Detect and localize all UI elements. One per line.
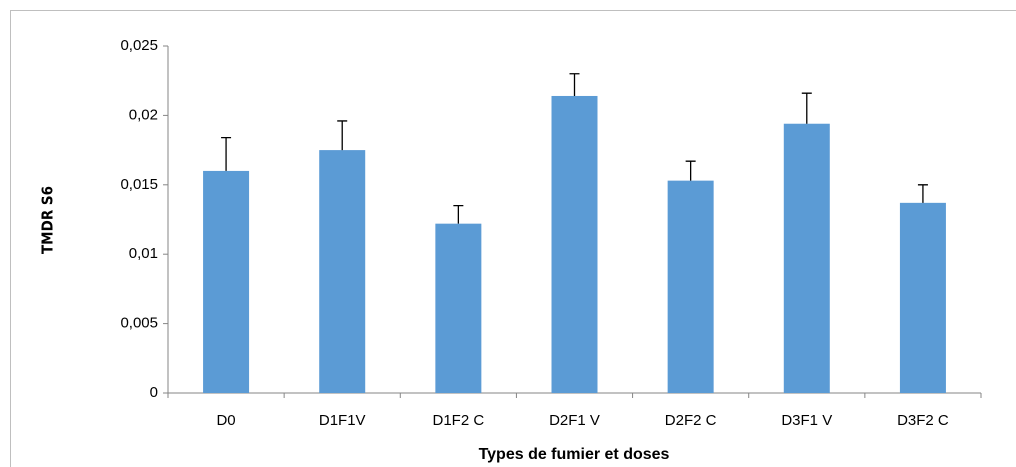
bar bbox=[667, 180, 714, 393]
x-tick-label: D1F2 C bbox=[433, 412, 485, 429]
y-tick-label: 0 bbox=[150, 384, 158, 401]
error-bar bbox=[801, 92, 812, 124]
error-bar bbox=[221, 136, 232, 171]
bar bbox=[435, 223, 482, 393]
bar bbox=[783, 123, 830, 393]
x-tick-label: D3F2 C bbox=[897, 412, 949, 429]
error-bar bbox=[337, 120, 348, 151]
y-axis-title: TMDR S6 bbox=[39, 186, 57, 254]
bar bbox=[551, 95, 598, 393]
y-tick-label: 0,01 bbox=[129, 245, 158, 262]
chart-frame bbox=[10, 10, 1016, 467]
x-tick-label: D1F1V bbox=[319, 412, 366, 429]
bar bbox=[319, 150, 366, 393]
error-bar bbox=[569, 73, 580, 96]
x-tick-label: D2F1 V bbox=[549, 412, 600, 429]
bar bbox=[203, 170, 250, 393]
y-tick-label: 0,005 bbox=[120, 315, 158, 332]
y-tick-label: 0,025 bbox=[120, 37, 158, 54]
y-tick-label: 0,015 bbox=[120, 176, 158, 193]
error-bar bbox=[685, 160, 696, 181]
x-tick-label: D2F2 C bbox=[665, 412, 717, 429]
x-axis-title: Types de fumier et doses bbox=[479, 446, 670, 463]
error-bar bbox=[453, 204, 464, 224]
y-tick-label: 0,02 bbox=[129, 106, 158, 123]
bar bbox=[899, 202, 946, 393]
error-bar bbox=[917, 184, 928, 203]
x-tick-label: D3F1 V bbox=[781, 412, 832, 429]
x-tick-label: D0 bbox=[216, 412, 235, 429]
